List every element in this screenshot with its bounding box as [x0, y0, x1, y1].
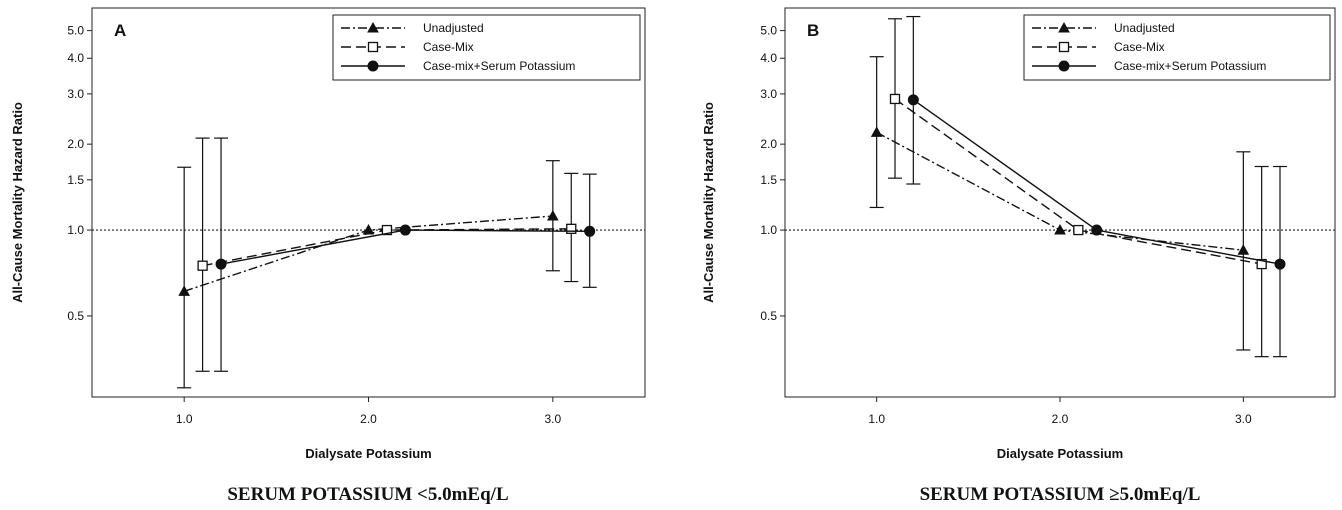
- data-point: [1091, 224, 1103, 236]
- data-point: [566, 223, 577, 234]
- y-tick-label: 1.0: [760, 223, 777, 237]
- data-point: [870, 126, 883, 137]
- data-point: [546, 209, 559, 221]
- legend-marker: [1058, 60, 1070, 72]
- legend-entry-label: Case-mix+Serum Potassium: [423, 59, 575, 73]
- x-axis-label: Dialysate Potassium: [997, 446, 1123, 461]
- data-point: [889, 93, 901, 105]
- legend-entry-label: Unadjusted: [423, 21, 484, 35]
- data-point: [1237, 244, 1250, 255]
- panel-caption: SERUM POTASSIUM ≥5.0mEq/L: [920, 484, 1201, 505]
- y-tick-label: 2.0: [760, 137, 777, 151]
- y-axis-label: All-Cause Mortality Hazard Ratio: [10, 102, 25, 303]
- y-tick-label: 1.5: [760, 173, 777, 187]
- y-tick-label: 4.0: [760, 51, 777, 65]
- legend: Unadjusted Case-Mix Case-mix+Serum Potassi…: [332, 14, 641, 81]
- y-tick-label: 5.0: [67, 24, 84, 38]
- legend-marker: [367, 41, 379, 53]
- data-point: [584, 225, 596, 237]
- y-tick-label: 3.0: [760, 87, 777, 101]
- y-tick-label: 0.5: [67, 309, 84, 323]
- x-tick-label: 1.0: [868, 412, 885, 426]
- data-point: [178, 285, 191, 296]
- data-point: [215, 258, 227, 270]
- x-tick-label: 2.0: [1052, 412, 1069, 426]
- x-tick-label: 3.0: [544, 412, 561, 426]
- legend-marker: [367, 21, 379, 33]
- x-tick-label: 2.0: [360, 412, 377, 426]
- y-tick-label: 5.0: [760, 24, 777, 38]
- y-tick-label: 1.0: [67, 223, 84, 237]
- legend-marker: [1058, 21, 1070, 33]
- data-point: [399, 224, 411, 236]
- legend-box: [332, 14, 641, 81]
- x-axis-label: Dialysate Potassium: [305, 446, 431, 461]
- series-line: [894, 98, 1262, 265]
- legend-entry-label: Case-mix+Serum Potassium: [1114, 59, 1266, 73]
- legend-entry-label: Case-Mix: [1114, 40, 1165, 54]
- y-tick-label: 1.5: [67, 173, 84, 187]
- legend-entry-label: Unadjusted: [1114, 21, 1175, 35]
- y-tick-label: 3.0: [67, 87, 84, 101]
- x-tick-label: 1.0: [176, 412, 193, 426]
- panel-caption: SERUM POTASSIUM <5.0mEq/L: [227, 484, 508, 505]
- data-point: [1274, 258, 1286, 270]
- series-case-mix-serum-potassium: [906, 15, 1287, 358]
- legend-entry-label: Case-Mix: [423, 40, 474, 54]
- legend-marker: [1058, 41, 1070, 53]
- series-unadjusted: [177, 160, 560, 389]
- series-case-mix-serum-potassium: [214, 137, 597, 372]
- series-case-mix: [195, 137, 579, 372]
- panel-letter: B: [807, 21, 819, 40]
- y-axis-label: All-Cause Mortality Hazard Ratio: [701, 102, 716, 303]
- data-point: [1054, 224, 1066, 235]
- y-tick-label: 4.0: [67, 51, 84, 65]
- data-point: [1073, 224, 1084, 236]
- data-point: [907, 94, 919, 106]
- y-tick-label: 2.0: [67, 137, 84, 151]
- legend-box: [1023, 14, 1331, 81]
- chart-panel-b: 0.5 1.0 1.5 2.0 3.0 4.0 5.0 1.0 2.0 3.0 Unadjusted…: [701, 7, 1336, 505]
- y-tick-label: 0.5: [760, 309, 777, 323]
- legend-marker: [367, 60, 379, 72]
- panel-letter: A: [114, 21, 126, 40]
- data-point: [1256, 258, 1267, 270]
- data-point: [197, 260, 208, 271]
- data-point: [381, 224, 393, 236]
- series-unadjusted: [869, 56, 1251, 351]
- x-tick-label: 3.0: [1235, 412, 1252, 426]
- series-case-mix: [888, 18, 1269, 358]
- legend: Unadjusted Case-Mix Case-mix+Serum Potassi…: [1023, 14, 1331, 81]
- chart-panel-a: 0.5 1.0 1.5 2.0 3.0 4.0 5.0 1.0 2.0 3.0 Unadjusted…: [10, 7, 646, 505]
